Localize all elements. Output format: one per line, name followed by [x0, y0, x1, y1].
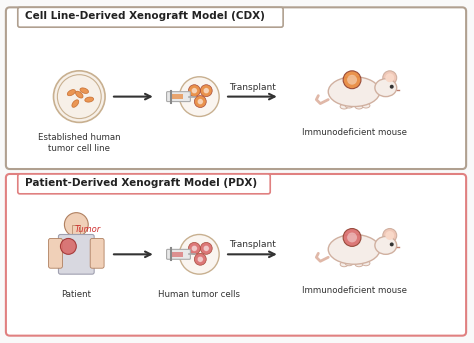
Ellipse shape [85, 97, 94, 102]
Circle shape [191, 88, 197, 94]
Bar [172, 252, 183, 257]
Ellipse shape [362, 103, 370, 108]
Text: Cell Line-Derived Xenograft Model (CDX): Cell Line-Derived Xenograft Model (CDX) [25, 11, 264, 21]
Circle shape [383, 228, 397, 243]
Circle shape [194, 96, 206, 107]
Circle shape [64, 213, 88, 236]
Circle shape [188, 85, 201, 97]
Ellipse shape [375, 79, 397, 97]
Text: Established human
tumor cell line: Established human tumor cell line [38, 133, 120, 153]
Ellipse shape [345, 261, 353, 266]
Circle shape [347, 233, 357, 243]
Ellipse shape [72, 100, 79, 107]
Text: Tumor: Tumor [74, 225, 100, 235]
FancyBboxPatch shape [58, 235, 94, 274]
Bar [73, 225, 80, 238]
Circle shape [343, 71, 361, 89]
Ellipse shape [355, 104, 363, 109]
Text: Human tumor cells: Human tumor cells [158, 290, 240, 299]
FancyBboxPatch shape [6, 174, 466, 336]
Text: Transplant: Transplant [229, 83, 276, 92]
FancyBboxPatch shape [166, 249, 191, 259]
Text: Immunodeficient mouse: Immunodeficient mouse [301, 286, 407, 295]
Circle shape [188, 243, 201, 254]
Circle shape [385, 73, 394, 82]
Circle shape [61, 238, 76, 254]
Circle shape [203, 88, 209, 94]
Ellipse shape [355, 262, 363, 267]
Circle shape [383, 71, 397, 85]
Circle shape [385, 231, 394, 240]
FancyBboxPatch shape [18, 174, 270, 194]
FancyBboxPatch shape [166, 92, 191, 102]
Ellipse shape [328, 77, 380, 107]
FancyBboxPatch shape [48, 238, 63, 268]
Ellipse shape [375, 236, 397, 254]
Ellipse shape [80, 88, 89, 93]
Text: Patient-Derived Xenograft Model (PDX): Patient-Derived Xenograft Model (PDX) [25, 178, 257, 188]
Circle shape [390, 243, 394, 246]
Circle shape [194, 253, 206, 265]
FancyBboxPatch shape [18, 7, 283, 27]
Circle shape [191, 245, 197, 251]
Circle shape [197, 98, 203, 105]
Text: Immunodeficient mouse: Immunodeficient mouse [301, 128, 407, 137]
Circle shape [201, 85, 212, 97]
Circle shape [201, 243, 212, 254]
Bar [172, 94, 183, 99]
Circle shape [347, 75, 357, 85]
Circle shape [180, 235, 219, 274]
Circle shape [180, 77, 219, 117]
FancyBboxPatch shape [6, 7, 466, 169]
Ellipse shape [362, 261, 370, 266]
Circle shape [343, 228, 361, 246]
Circle shape [203, 245, 209, 251]
Ellipse shape [340, 262, 348, 267]
Text: Transplant: Transplant [229, 240, 276, 249]
Ellipse shape [345, 103, 353, 108]
Ellipse shape [75, 91, 83, 98]
Circle shape [390, 85, 394, 89]
Circle shape [197, 256, 203, 262]
Circle shape [54, 71, 105, 122]
Text: Patient: Patient [61, 290, 91, 299]
Ellipse shape [67, 90, 75, 96]
Ellipse shape [340, 104, 348, 109]
Ellipse shape [328, 235, 380, 264]
FancyBboxPatch shape [90, 238, 104, 268]
